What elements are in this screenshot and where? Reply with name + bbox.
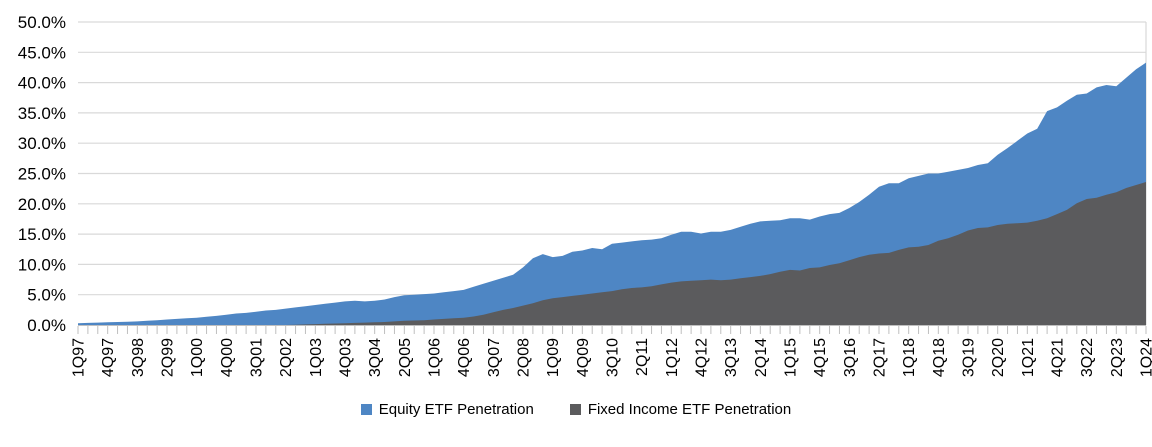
y-axis-label: 15.0% (18, 225, 66, 244)
area-fixed-income-etf (78, 182, 1146, 325)
x-axis-label: 4Q06 (456, 338, 473, 377)
x-axis-label: 3Q04 (367, 338, 384, 377)
x-axis-label: 4Q09 (575, 338, 592, 377)
x-axis-label: 2Q14 (753, 338, 770, 377)
x-axis-label: 1Q12 (664, 338, 681, 377)
x-axis-label: 2Q08 (516, 338, 533, 377)
x-axis-label: 1Q09 (545, 338, 562, 377)
chart-legend: Equity ETF Penetration Fixed Income ETF … (0, 401, 1152, 418)
x-axis-label: 4Q21 (1050, 338, 1067, 377)
x-axis-label: 3Q98 (130, 338, 147, 377)
x-axis-label: 4Q97 (100, 338, 117, 377)
y-axis-label: 45.0% (18, 43, 66, 62)
x-axis-label: 3Q07 (486, 338, 503, 377)
x-axis-label: 2Q05 (397, 338, 414, 377)
x-axis-label: 2Q17 (872, 338, 889, 377)
x-axis-label: 3Q01 (249, 338, 266, 377)
legend-label-fixed-income: Fixed Income ETF Penetration (587, 401, 792, 418)
x-axis-label: 3Q16 (842, 338, 859, 377)
x-axis-label: 1Q15 (783, 338, 800, 377)
x-axis-label: 1Q21 (1020, 338, 1037, 377)
y-axis-label: 30.0% (18, 134, 66, 153)
legend-swatch-fixed-income-icon (569, 404, 581, 415)
y-axis-label: 50.0% (18, 13, 66, 32)
y-axis-label: 20.0% (18, 195, 66, 214)
etf-penetration-plot-area: 50.0% 45.0% 40.0% 35.0% 30.0% 25.0% 20.0% 15.0%… (18, 13, 1152, 377)
y-axis-label: 5.0% (27, 286, 66, 305)
legend-label-equity: Equity ETF Penetration (378, 401, 534, 418)
x-axis-label: 4Q18 (931, 338, 948, 377)
x-axis-label: 2Q20 (990, 338, 1007, 377)
y-axis-label: 25.0% (18, 165, 66, 184)
x-axis-label: 3Q13 (723, 338, 740, 377)
x-axis-label: 3Q10 (605, 338, 622, 377)
x-axis-label: 1Q18 (901, 338, 918, 377)
x-axis-label: 4Q12 (694, 338, 711, 377)
x-axis-label: 4Q03 (338, 338, 355, 377)
x-axis-label: 2Q02 (278, 338, 295, 377)
legend-item-fixed-income: Fixed Income ETF Penetration (569, 401, 792, 418)
x-axis-label: 2Q23 (1109, 338, 1126, 377)
y-axis-label: 10.0% (18, 255, 66, 274)
x-axis-label: 4Q15 (812, 338, 829, 377)
x-axis-label: 2Q99 (160, 338, 177, 377)
legend-item-equity: Equity ETF Penetration (360, 401, 534, 418)
x-axis-label: 1Q06 (427, 338, 444, 377)
legend-swatch-equity-icon (360, 404, 372, 415)
x-axis-label: 3Q22 (1079, 338, 1096, 377)
x-axis-label: 1Q24 (1139, 338, 1152, 377)
x-axis-label: 1Q00 (189, 338, 206, 377)
x-axis-label: 1Q97 (71, 338, 88, 377)
y-axis-label: 40.0% (18, 74, 66, 93)
x-axis-label: 4Q00 (219, 338, 236, 377)
x-axis-label: 3Q19 (961, 338, 978, 377)
y-axis-label: 35.0% (18, 104, 66, 123)
x-axis-label: 2Q11 (634, 338, 651, 376)
x-axis-label: 1Q03 (308, 338, 325, 377)
y-axis-label: 0.0% (27, 316, 66, 335)
